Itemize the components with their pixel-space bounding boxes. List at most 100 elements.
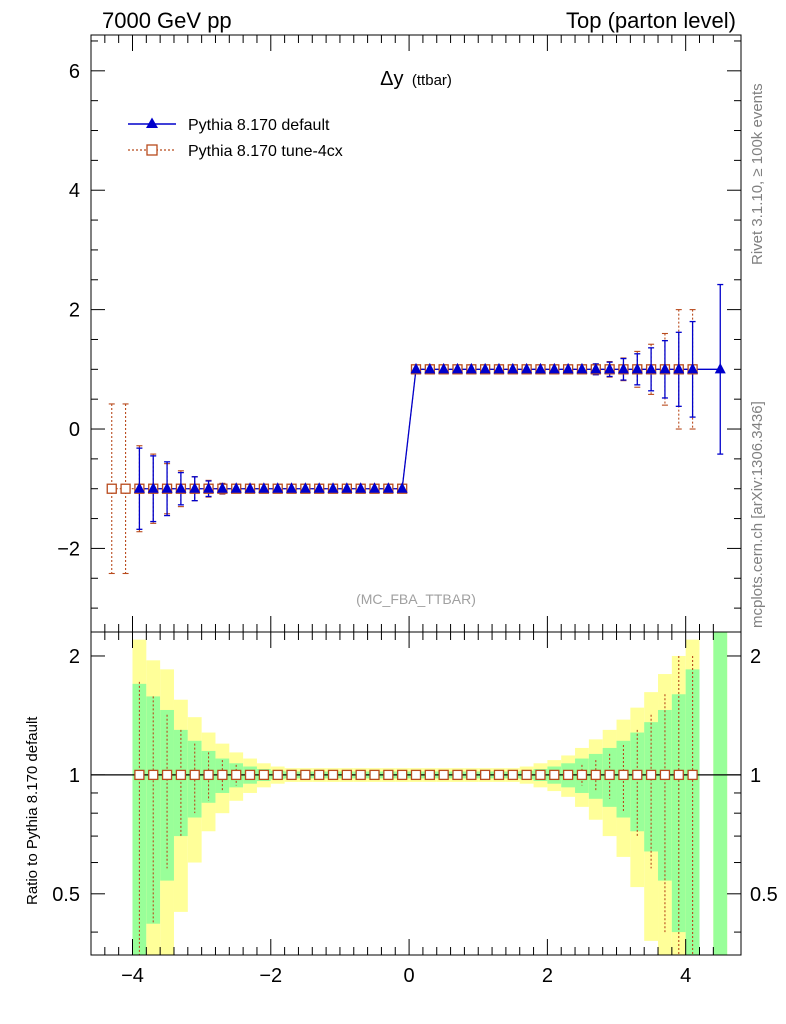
default-marker bbox=[327, 482, 339, 493]
ratio-tune-marker bbox=[659, 769, 671, 781]
rivet-label: Rivet 3.1.10, ≥ 100k events bbox=[749, 83, 766, 265]
default-marker bbox=[396, 482, 408, 493]
header-right: Top (parton level) bbox=[566, 8, 736, 33]
ratio-tune-marker bbox=[645, 769, 657, 781]
ratio-y-tick-label-left: 2 bbox=[69, 646, 80, 668]
ratio-tune-marker bbox=[535, 769, 546, 781]
ratio-y-tick-label-left: 0.5 bbox=[52, 884, 80, 906]
default-marker bbox=[216, 482, 228, 493]
default-series-line bbox=[139, 368, 721, 490]
ratio-y-tick-label-right: 2 bbox=[750, 646, 761, 668]
ratio-x-tick-label: 0 bbox=[404, 965, 415, 987]
default-marker bbox=[548, 362, 560, 374]
ratio-tune-marker bbox=[493, 769, 505, 781]
header-left: 7000 GeV pp bbox=[102, 8, 232, 33]
default-marker bbox=[604, 362, 616, 374]
ratio-tune-marker bbox=[161, 769, 173, 781]
ratio-tune-marker bbox=[175, 769, 187, 781]
ratio-y-axis-title: Ratio to Pythia 8.170 default bbox=[24, 716, 41, 905]
ratio-tune-marker bbox=[341, 769, 353, 781]
default-marker bbox=[438, 362, 450, 374]
ratio-tune-marker bbox=[410, 769, 422, 781]
ratio-y-tick-label-right: 1 bbox=[750, 765, 761, 787]
default-marker bbox=[147, 482, 159, 493]
main-y-tick-label: 0 bbox=[69, 419, 80, 441]
ratio-bands bbox=[132, 632, 728, 955]
main-panel: −2 0 2 4 6 Δy (ttbar) (MC_FBA_TTBAR) Pythia … bbox=[57, 34, 742, 633]
ratio-tune-marker bbox=[452, 769, 463, 781]
default-marker bbox=[714, 362, 726, 374]
ratio-tune-marker bbox=[397, 769, 408, 781]
default-marker bbox=[369, 482, 381, 493]
default-marker bbox=[687, 362, 699, 374]
ratio-tune-marker bbox=[521, 769, 532, 781]
legend-marker-tune bbox=[146, 144, 158, 156]
ratio-y-tick-labels: 0.5 0.5 1 1 2 2 bbox=[52, 646, 778, 906]
ratio-tune-marker bbox=[217, 769, 228, 781]
default-marker bbox=[410, 362, 422, 374]
default-marker bbox=[203, 482, 215, 493]
ratio-tune-marker bbox=[189, 769, 200, 781]
ratio-tune-marker bbox=[549, 769, 560, 781]
ratio-tune-marker bbox=[244, 769, 256, 781]
ratio-tune-marker bbox=[466, 769, 477, 781]
ratio-tune-marker bbox=[507, 769, 518, 781]
main-series bbox=[106, 283, 726, 575]
main-axis-ticks bbox=[91, 35, 741, 632]
main-y-tick-label: 2 bbox=[69, 300, 80, 322]
ratio-tune-marker bbox=[134, 769, 145, 781]
legend-label-tune: Pythia 8.170 tune-4cx bbox=[188, 143, 343, 160]
ratio-x-tick-labels: −4 −2 0 2 4 bbox=[121, 965, 691, 987]
ratio-tune-marker bbox=[562, 769, 574, 781]
tune-marker bbox=[106, 483, 117, 494]
ratio-tune-marker bbox=[272, 769, 283, 781]
ratio-tune-marker bbox=[369, 769, 380, 781]
plot-title: Δy (ttbar) bbox=[380, 68, 452, 90]
default-marker bbox=[341, 482, 353, 493]
default-marker bbox=[521, 362, 533, 374]
ratio-axis-ticks bbox=[91, 632, 741, 955]
mcplots-label: mcplots.cern.ch [arXiv:1306.3436] bbox=[749, 401, 766, 628]
ratio-tune-marker bbox=[673, 769, 684, 781]
default-marker bbox=[576, 362, 588, 374]
ratio-tune-marker bbox=[479, 769, 491, 781]
main-y-tick-label: −2 bbox=[57, 538, 80, 560]
ratio-tune-marker bbox=[203, 769, 214, 781]
default-marker bbox=[244, 482, 256, 493]
default-marker bbox=[286, 482, 298, 493]
tune-marker bbox=[120, 483, 131, 494]
ratio-x-tick-label: 4 bbox=[680, 965, 691, 987]
default-marker bbox=[161, 482, 173, 493]
ratio-tune-marker bbox=[231, 769, 242, 781]
ratio-tune-marker bbox=[383, 769, 394, 781]
default-marker bbox=[313, 482, 325, 493]
ratio-series bbox=[134, 655, 698, 955]
default-marker bbox=[493, 362, 505, 374]
legend-marker-default bbox=[146, 117, 158, 128]
default-marker bbox=[451, 362, 463, 374]
watermark: (MC_FBA_TTBAR) bbox=[356, 591, 476, 607]
default-marker bbox=[465, 362, 477, 374]
default-marker bbox=[507, 362, 519, 374]
ratio-tune-marker bbox=[604, 769, 615, 781]
default-marker bbox=[133, 482, 145, 493]
ratio-tune-marker bbox=[258, 769, 270, 781]
default-marker bbox=[355, 482, 367, 493]
ratio-panel: 0.5 0.5 1 1 2 2 −4 −2 0 2 4 Ratio to Pythia 8.170… bbox=[24, 631, 778, 987]
ratio-tune-marker bbox=[590, 769, 601, 781]
default-marker bbox=[631, 362, 643, 374]
legend-entry-default: Pythia 8.170 default bbox=[128, 117, 330, 134]
ratio-y-tick-label-left: 1 bbox=[69, 765, 80, 787]
main-y-tick-labels: −2 0 2 4 6 bbox=[57, 61, 80, 561]
ratio-tune-marker bbox=[576, 769, 588, 781]
ratio-y-tick-label-right: 0.5 bbox=[750, 884, 778, 906]
default-marker bbox=[673, 362, 685, 374]
legend: Pythia 8.170 default Pythia 8.170 tune-4… bbox=[128, 117, 343, 160]
default-marker bbox=[659, 362, 671, 374]
default-marker bbox=[272, 482, 284, 493]
default-marker bbox=[479, 362, 491, 374]
default-marker bbox=[189, 482, 201, 493]
ratio-tune-marker bbox=[632, 769, 643, 781]
default-marker bbox=[534, 362, 546, 374]
